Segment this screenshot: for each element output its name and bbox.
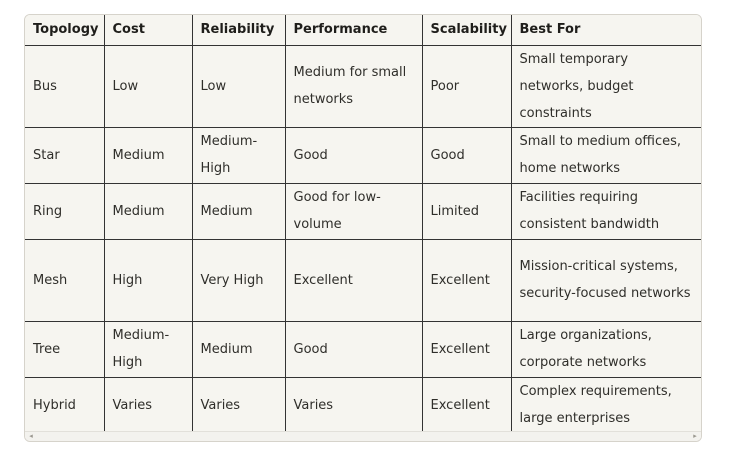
cell-performance: Varies bbox=[284, 376, 423, 433]
column-header-topology: Topology bbox=[25, 15, 105, 46]
cell-performance: Good for low-volume bbox=[284, 182, 423, 240]
table-row: Ring Medium Medium Good for low-volume L… bbox=[25, 182, 701, 240]
cell-cost: Low bbox=[103, 44, 193, 128]
cell-best-for: Small temporary networks, budget constra… bbox=[510, 44, 701, 128]
table-row: Hybrid Varies Varies Varies Excellent Co… bbox=[25, 376, 701, 433]
cell-topology: Bus bbox=[25, 44, 105, 128]
column-header-scalability: Scalability bbox=[421, 15, 512, 46]
column-header-performance: Performance bbox=[284, 15, 423, 46]
topology-comparison-table: Topology Cost Reliability Performance Sc… bbox=[25, 15, 701, 433]
horizontal-scrollbar[interactable]: ◂ ▸ bbox=[25, 431, 701, 441]
cell-reliability: Low bbox=[191, 44, 286, 128]
cell-scalability: Excellent bbox=[421, 376, 512, 433]
table-header-row: Topology Cost Reliability Performance Sc… bbox=[25, 15, 701, 46]
cell-topology: Ring bbox=[25, 182, 105, 240]
cell-reliability: Varies bbox=[191, 376, 286, 433]
table-row: Mesh High Very High Excellent Excellent … bbox=[25, 238, 701, 322]
cell-cost: Medium bbox=[103, 126, 193, 184]
cell-scalability: Limited bbox=[421, 182, 512, 240]
cell-cost: Medium bbox=[103, 182, 193, 240]
column-header-best-for: Best For bbox=[510, 15, 701, 46]
chevron-right-icon[interactable]: ▸ bbox=[693, 432, 697, 440]
cell-reliability: Medium bbox=[191, 320, 286, 378]
column-header-cost: Cost bbox=[103, 15, 193, 46]
cell-performance: Good bbox=[284, 126, 423, 184]
cell-topology: Star bbox=[25, 126, 105, 184]
cell-cost: Medium-High bbox=[103, 320, 193, 378]
cell-scalability: Excellent bbox=[421, 238, 512, 322]
table-row: Tree Medium-High Medium Good Excellent L… bbox=[25, 320, 701, 378]
column-header-reliability: Reliability bbox=[191, 15, 286, 46]
cell-scalability: Excellent bbox=[421, 320, 512, 378]
cell-reliability: Medium-High bbox=[191, 126, 286, 184]
cell-reliability: Medium bbox=[191, 182, 286, 240]
cell-best-for: Mission-critical systems, security-focus… bbox=[510, 238, 701, 322]
cell-scalability: Poor bbox=[421, 44, 512, 128]
cell-best-for: Small to medium offices, home networks bbox=[510, 126, 701, 184]
cell-performance: Medium for small networks bbox=[284, 44, 423, 128]
cell-performance: Good bbox=[284, 320, 423, 378]
cell-best-for: Complex requirements, large enterprises bbox=[510, 376, 701, 433]
comparison-table-card: Topology Cost Reliability Performance Sc… bbox=[24, 14, 702, 442]
cell-best-for: Facilities requiring consistent bandwidt… bbox=[510, 182, 701, 240]
table-row: Bus Low Low Medium for small networks Po… bbox=[25, 44, 701, 128]
cell-topology: Hybrid bbox=[25, 376, 105, 433]
table-row: Star Medium Medium-High Good Good Small … bbox=[25, 126, 701, 184]
cell-scalability: Good bbox=[421, 126, 512, 184]
cell-reliability: Very High bbox=[191, 238, 286, 322]
cell-cost: High bbox=[103, 238, 193, 322]
table-scroll-region[interactable]: Topology Cost Reliability Performance Sc… bbox=[25, 15, 701, 433]
cell-performance: Excellent bbox=[284, 238, 423, 322]
cell-topology: Mesh bbox=[25, 238, 105, 322]
cell-best-for: Large organizations, corporate networks bbox=[510, 320, 701, 378]
chevron-left-icon[interactable]: ◂ bbox=[29, 432, 33, 440]
cell-topology: Tree bbox=[25, 320, 105, 378]
cell-cost: Varies bbox=[103, 376, 193, 433]
